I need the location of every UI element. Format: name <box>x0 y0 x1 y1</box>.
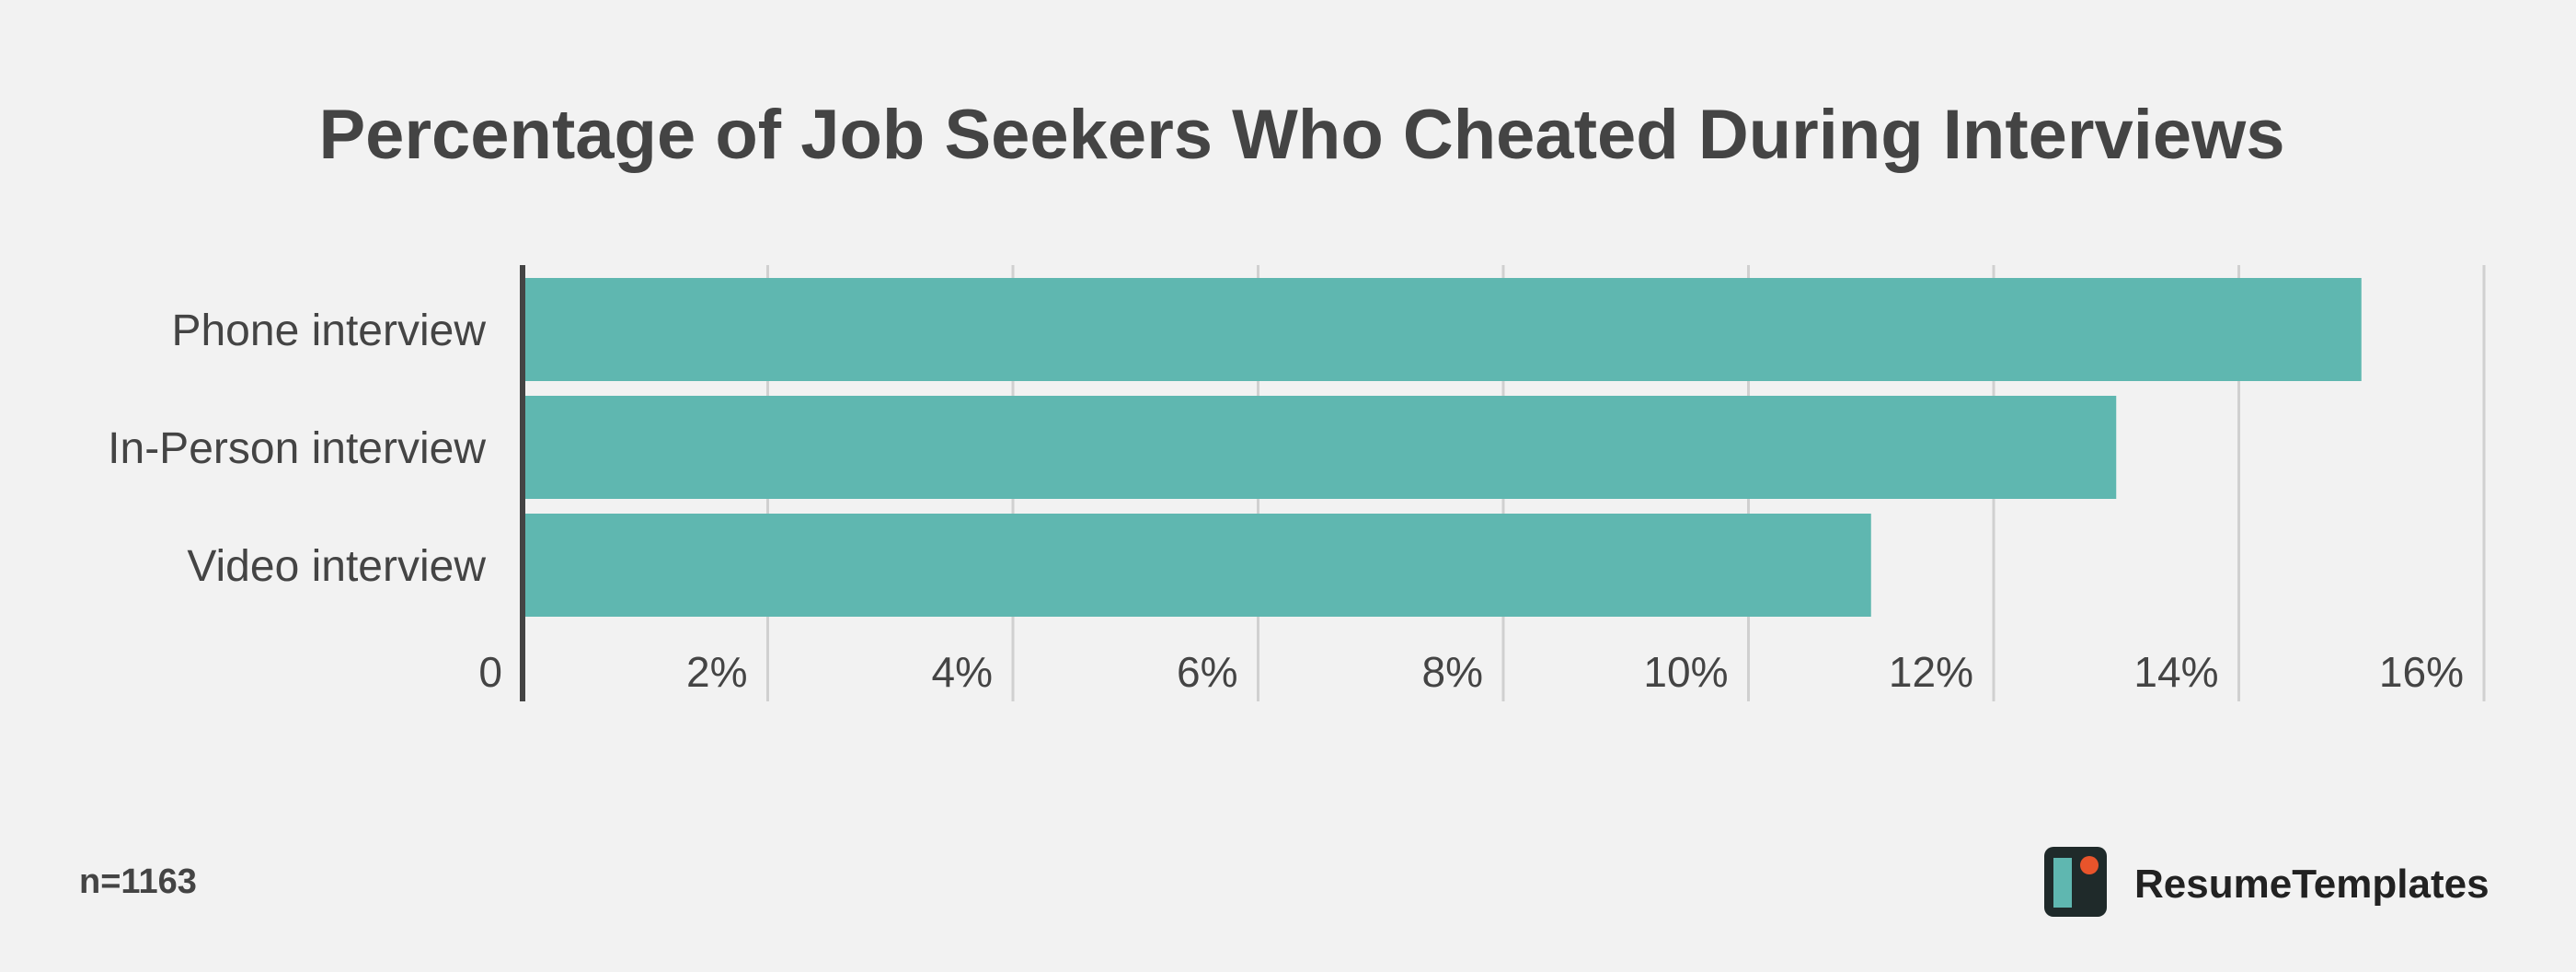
x-tick-label: 8% <box>1422 648 1483 696</box>
category-label: Video interview <box>187 542 486 591</box>
x-tick-label: 2% <box>686 648 747 696</box>
x-tick-label: 14% <box>2133 648 2218 696</box>
x-tick-label: 6% <box>1177 648 1237 696</box>
bars <box>523 278 2362 617</box>
brand-logo <box>2044 847 2107 917</box>
x-tick-labels: 0 2% 4% 6% 8% 10% 12% 14% 16% <box>478 648 2464 696</box>
x-tick-label: 0 <box>478 648 502 696</box>
category-label: In-Person interview <box>108 424 486 473</box>
x-tick-label: 4% <box>932 648 993 696</box>
x-tick-label: 16% <box>2379 648 2464 696</box>
chart-title: Percentage of Job Seekers Who Cheated Du… <box>318 96 2284 174</box>
sample-size-note: n=1163 <box>79 862 197 901</box>
logo-dot <box>2080 856 2099 874</box>
bar <box>523 278 2362 381</box>
x-tick-label: 10% <box>1643 648 1728 696</box>
bar <box>523 396 2117 499</box>
bar <box>523 514 1871 617</box>
x-tick-label: 12% <box>1889 648 1973 696</box>
logo-teal-bar <box>2053 858 2072 908</box>
brand-name: ResumeTemplates <box>2134 862 2490 907</box>
category-labels: Phone interview In-Person interview Video … <box>108 307 486 591</box>
category-label: Phone interview <box>171 307 486 355</box>
